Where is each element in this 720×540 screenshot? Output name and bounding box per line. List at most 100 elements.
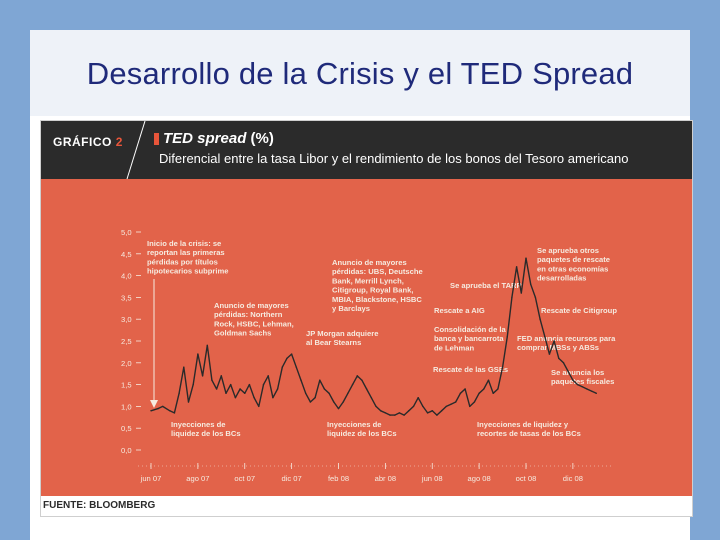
chart-footer: FUENTE: BLOOMBERG bbox=[41, 496, 692, 516]
data-point bbox=[431, 410, 433, 412]
x-tick-label: dic 07 bbox=[281, 474, 301, 483]
data-point bbox=[258, 405, 260, 408]
data-point bbox=[558, 357, 560, 360]
annotation-text: JP Morgan adquiere al Bear Stearns bbox=[306, 329, 378, 347]
ted-spread-chart: 5,0 4,5 4,0 3,5 3,0 2,5 2,0 1,5 1,0 0,5 0,0 jun 07… bbox=[121, 228, 617, 483]
data-point bbox=[309, 401, 312, 403]
data-point bbox=[529, 283, 532, 286]
title-accent-bar bbox=[154, 133, 159, 145]
y-tick-label: 5,0 bbox=[121, 228, 132, 237]
y-tick-label: 4,0 bbox=[121, 272, 132, 281]
data-point bbox=[253, 396, 255, 399]
data-point bbox=[473, 401, 476, 403]
data-point bbox=[169, 410, 171, 412]
annotation-line: recortes de tasas de los BCs bbox=[477, 429, 581, 438]
data-point bbox=[567, 370, 569, 373]
annotation-line: Consolidación de la bbox=[434, 325, 507, 334]
series-group bbox=[150, 257, 598, 416]
data-point bbox=[548, 353, 551, 355]
annotation-line: Rescate de las GSEs bbox=[433, 365, 508, 374]
data-point bbox=[445, 405, 448, 408]
data-point bbox=[403, 414, 405, 416]
data-point bbox=[300, 379, 302, 381]
x-tick-label: ago 07 bbox=[186, 474, 209, 483]
data-point bbox=[351, 383, 354, 386]
annotation-line: liquidez de los BCs bbox=[327, 429, 397, 438]
data-point bbox=[394, 414, 396, 416]
data-point bbox=[450, 403, 452, 405]
annotation-line: al Bear Stearns bbox=[306, 338, 361, 347]
data-point bbox=[333, 401, 335, 403]
chart-figure: GRÁFICO 2 TED spread (%) Diferencial ent… bbox=[40, 120, 693, 517]
annotation-line: de Lehman bbox=[434, 343, 474, 352]
data-point bbox=[520, 292, 523, 294]
data-point bbox=[286, 357, 288, 360]
annotation-line: Rescate a AIG bbox=[434, 306, 485, 315]
x-tick-label: oct 08 bbox=[516, 474, 537, 483]
data-point bbox=[234, 396, 237, 399]
x-tick-label: feb 08 bbox=[328, 474, 349, 483]
annotation-line: en otras economías bbox=[537, 264, 608, 273]
data-point bbox=[506, 335, 508, 338]
data-point bbox=[187, 401, 190, 403]
data-point bbox=[337, 407, 340, 410]
annotation-arrow-head bbox=[150, 400, 158, 408]
x-tick-label: jun 08 bbox=[421, 474, 443, 483]
data-point bbox=[464, 388, 466, 390]
y-tick-label: 2,0 bbox=[121, 359, 132, 368]
data-point bbox=[525, 257, 527, 259]
data-point bbox=[581, 386, 583, 388]
annotations: Inicio de la crisis: se reportan las prim… bbox=[147, 239, 617, 438]
data-point bbox=[370, 396, 373, 399]
annotation-line: reportan las primeras bbox=[147, 248, 225, 257]
data-point bbox=[162, 405, 164, 408]
slide-title: Desarrollo de la Crisis y el TED Spread bbox=[86, 56, 634, 91]
annotation-line: Inyecciones de bbox=[327, 420, 381, 429]
data-point bbox=[365, 388, 368, 390]
annotation-text: Se anuncia los paquetes fiscales bbox=[551, 368, 614, 386]
data-point bbox=[379, 410, 382, 412]
data-point bbox=[272, 396, 274, 399]
data-point bbox=[478, 392, 480, 395]
data-point bbox=[157, 407, 159, 410]
data-point bbox=[319, 379, 321, 381]
data-point bbox=[492, 392, 494, 395]
annotation-line: Rock, HSBC, Lehman, bbox=[214, 319, 294, 328]
annotation-text: Inyecciones de liquidez de los BCs bbox=[327, 420, 397, 438]
data-point bbox=[389, 414, 391, 416]
chart-title-main: TED spread bbox=[163, 130, 247, 147]
annotation-line: Se aprueba otros bbox=[537, 246, 599, 255]
data-point bbox=[347, 392, 349, 395]
annotation-text: Se aprueba otros paquetes de rescate en ot… bbox=[537, 246, 610, 283]
x-tick-label: abr 08 bbox=[375, 474, 397, 483]
annotation-text: Inicio de la crisis: se reportan las prim… bbox=[147, 239, 228, 276]
data-point bbox=[262, 383, 265, 386]
data-point bbox=[206, 344, 208, 347]
annotation-text: Anuncio de mayores pérdidas: Northern Rock… bbox=[214, 301, 294, 338]
annotation-line: Se anuncia los bbox=[551, 368, 604, 377]
annotation-line: JP Morgan adquiere bbox=[306, 329, 378, 338]
data-point bbox=[295, 366, 298, 368]
data-point bbox=[342, 401, 344, 403]
data-point bbox=[244, 392, 246, 395]
data-point bbox=[361, 379, 363, 381]
figure-number: 2 bbox=[115, 135, 123, 149]
annotation-text: Inyecciones de liquidez y recortes de tas… bbox=[477, 420, 581, 438]
data-point bbox=[229, 383, 232, 386]
y-tick-label: 3,5 bbox=[121, 293, 132, 302]
data-point bbox=[412, 405, 415, 408]
data-point bbox=[454, 401, 457, 403]
annotation-line: Citigroup, Royal Bank, bbox=[332, 286, 413, 295]
chart-title-unit: (%) bbox=[250, 130, 274, 147]
annotation-text: Se aprueba el TARP bbox=[450, 281, 522, 290]
title-band: Desarrollo de la Crisis y el TED Spread bbox=[30, 30, 690, 116]
data-point bbox=[197, 353, 199, 355]
data-point bbox=[497, 388, 499, 390]
annotation-line: Anuncio de mayores bbox=[332, 258, 407, 267]
data-point bbox=[576, 383, 579, 386]
annotation-text: Consolidación de la banca y bancarrota de … bbox=[434, 325, 507, 352]
annotation-line: desarrolladas bbox=[537, 274, 586, 283]
data-point bbox=[501, 366, 504, 368]
data-point bbox=[178, 392, 180, 395]
data-point bbox=[323, 388, 326, 390]
